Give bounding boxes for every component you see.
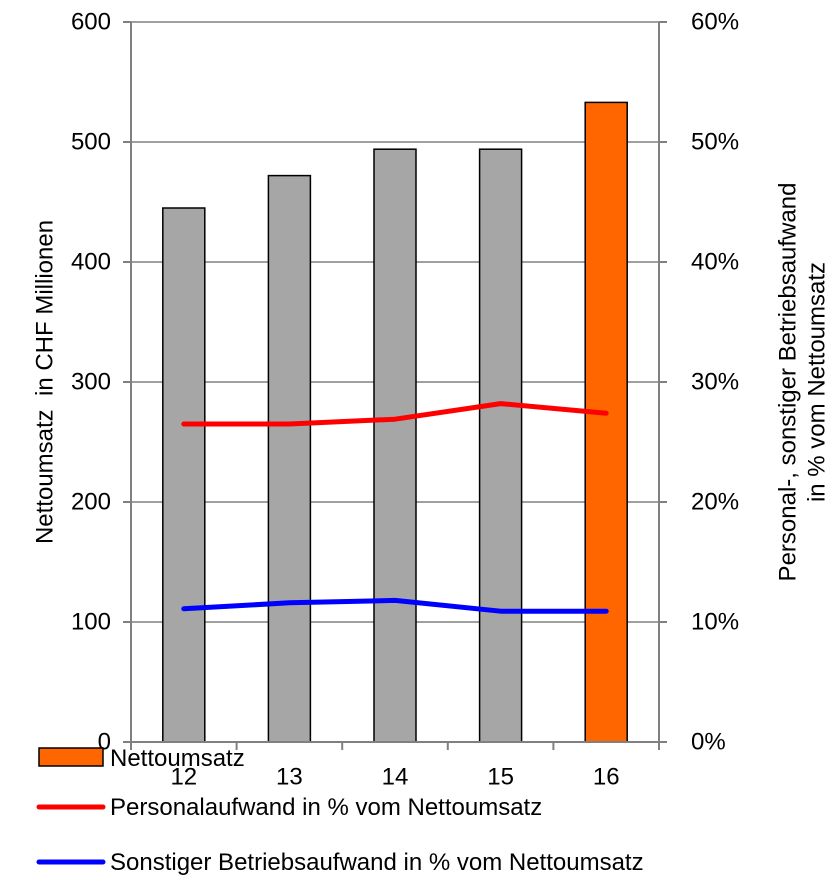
right-tick-labels: 0% 10% 20% 30% 40% 50% 60%	[691, 9, 739, 756]
right-tick-label: 40%	[691, 249, 739, 276]
bar-series	[162, 101, 628, 743]
left-tick-label: 600	[71, 9, 111, 36]
right-tick-label: 60%	[691, 9, 739, 36]
line-betriebsaufwand	[181, 597, 609, 614]
bar-nettoumsatz-15	[478, 148, 523, 743]
bar-nettoumsatz-14	[373, 148, 417, 743]
legend-label-nettoumsatz: Nettoumsatz	[110, 745, 245, 772]
left-tick-label: 500	[71, 129, 111, 156]
right-tick-label: 50%	[691, 129, 739, 156]
right-tick-label: 30%	[691, 369, 739, 396]
x-tick-labels: 12 13 14 15 16	[170, 764, 619, 791]
legend-label-personalaufwand: Personalaufwand in % vom Nettoumsatz	[110, 794, 542, 821]
bar-nettoumsatz-13	[267, 174, 312, 743]
left-axis-title: Nettoumsatz in CHF Millionen	[32, 220, 59, 544]
right-axis-title-line-2: in % vom Nettoumsatz	[804, 262, 831, 502]
line-personalaufwand	[181, 401, 609, 427]
legend-swatch-nettoumsatz	[38, 747, 104, 767]
right-axis-title-line-1: Personal-, sonstiger Betriebsaufwand	[775, 183, 802, 582]
line-series	[181, 401, 609, 614]
right-tick-label: 0%	[691, 729, 726, 756]
left-tick-label: 100	[71, 609, 111, 636]
legend: Nettoumsatz Personalaufwand in % vom Net…	[36, 745, 644, 876]
left-tick-label: 400	[71, 249, 111, 276]
x-tick-label: 14	[382, 764, 409, 791]
x-tick-label: 12	[170, 764, 197, 791]
legend-label-betriebsaufwand: Sonstiger Betriebsaufwand in % vom Netto…	[110, 849, 644, 876]
x-tick-label: 15	[487, 764, 514, 791]
x-tick-label: 16	[593, 764, 620, 791]
bar-nettoumsatz-12	[162, 207, 206, 743]
right-tick-label: 10%	[691, 609, 739, 636]
axes	[123, 21, 667, 750]
left-tick-label: 200	[71, 489, 111, 516]
left-tick-label: 300	[71, 369, 111, 396]
x-tick-label: 13	[276, 764, 303, 791]
bar-nettoumsatz-16	[584, 101, 628, 743]
right-tick-label: 20%	[691, 489, 739, 516]
